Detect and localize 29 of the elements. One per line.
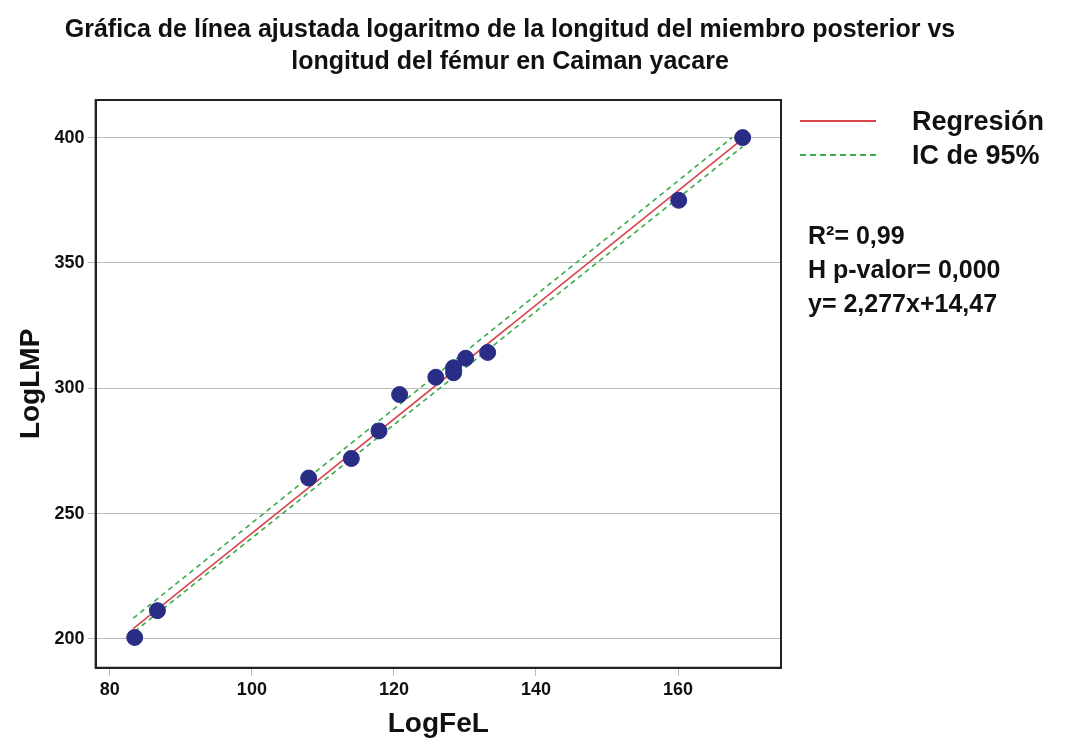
point bbox=[427, 368, 445, 386]
x-tick-label: 160 bbox=[662, 678, 694, 699]
point bbox=[479, 343, 497, 361]
y-tick-label: 300 bbox=[54, 377, 85, 398]
legend-label: IC de 95% bbox=[912, 139, 1040, 171]
chart-title: Gráfica de línea ajustada logaritmo de la longitud del miembro posterior vs longitud del fémur en Caiman yacare bbox=[63, 13, 957, 76]
y-tick-label: 350 bbox=[54, 251, 85, 272]
x-tick-label: 80 bbox=[99, 678, 120, 699]
y-tick-label: 250 bbox=[54, 502, 85, 523]
point bbox=[300, 469, 318, 487]
text: H p-valor= 0,000 bbox=[808, 254, 1001, 285]
point bbox=[342, 449, 360, 467]
y-tick-label: 200 bbox=[54, 627, 85, 648]
text: R²= 0,99 bbox=[808, 220, 906, 251]
point bbox=[457, 349, 475, 367]
point bbox=[391, 386, 409, 404]
point bbox=[670, 191, 688, 209]
x-axis-title: LogFeL bbox=[387, 706, 489, 738]
text: y= 2,277x+14,47 bbox=[808, 288, 999, 319]
y-tick-label: 400 bbox=[54, 126, 85, 147]
point bbox=[148, 602, 166, 620]
point bbox=[734, 129, 752, 147]
x-tick-label: 140 bbox=[520, 678, 551, 699]
point bbox=[126, 628, 144, 646]
legend-label: Regresión bbox=[912, 105, 1045, 137]
x-tick-label: 120 bbox=[378, 678, 409, 699]
point bbox=[370, 422, 388, 440]
x-tick-label: 100 bbox=[236, 678, 267, 699]
y-axis-title: LogLMP bbox=[13, 328, 45, 440]
